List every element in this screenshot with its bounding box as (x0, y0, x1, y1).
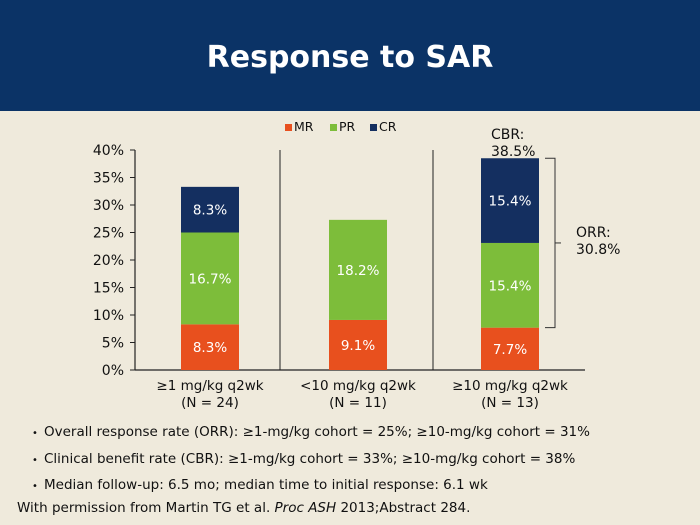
y-tick-label: 35% (93, 171, 124, 187)
cbr-annotation-value: 38.5% (491, 144, 535, 160)
orr-annotation: ORR: (576, 225, 611, 241)
data-label: 9.1% (341, 338, 375, 354)
legend-swatch-cr (370, 124, 377, 131)
data-label: 7.7% (493, 342, 527, 358)
bar-segment-mr (329, 319, 387, 370)
x-tick-label: ≥10 mg/kg q2wk (452, 378, 568, 394)
bullet-dot-icon: • (32, 481, 38, 492)
bar-segment-cr (181, 186, 239, 233)
legend-swatch-pr (330, 124, 337, 131)
y-tick-label: 20% (93, 253, 124, 269)
y-tick-label: 40% (93, 143, 124, 159)
data-label: 8.3% (193, 340, 227, 356)
y-tick-label: 5% (102, 336, 124, 352)
bar-segment-cr (481, 158, 539, 243)
x-tick-label: <10 mg/kg q2wk (300, 378, 416, 394)
title-bar: Response to SAR (0, 0, 700, 111)
y-tick-label: 15% (93, 281, 124, 297)
data-label: 16.7% (189, 271, 232, 287)
cbr-bracket (545, 157, 556, 329)
slide-title: Response to SAR (206, 40, 494, 75)
bar-segment-mr (481, 327, 539, 370)
stacked-bar-chart: 0% 5% 10% 15% 20% 25% 30% 35% 40% 8.3% 16.7% 8.3% ≥1… (93, 119, 621, 411)
x-tick-label-n: (N = 13) (481, 395, 539, 411)
data-label: 18.2% (337, 263, 380, 279)
bullet-cbr: • Clinical benefit rate (CBR): ≥1-mg/kg c… (32, 446, 590, 473)
legend-swatch-mr (285, 124, 292, 131)
citation-footnote: With permission from Martin TG et al. Pr… (17, 500, 471, 516)
data-label: 15.4% (489, 194, 532, 210)
bullet-dot-icon: • (32, 428, 38, 439)
bar-segment-pr (481, 242, 539, 328)
bullet-followup: • Median follow-up: 6.5 mo; median time t… (32, 472, 590, 499)
legend-label: MR (294, 119, 314, 134)
legend-label: CR (379, 119, 397, 134)
orr-annotation-value: 30.8% (576, 242, 620, 258)
bullet-list: • Overall response rate (ORR): ≥1-mg/kg c… (32, 419, 590, 499)
x-tick-label-n: (N = 11) (329, 395, 387, 411)
x-tick-label-n: (N = 24) (181, 395, 239, 411)
legend-label: PR (339, 119, 356, 134)
y-tick-label: 0% (102, 363, 124, 379)
bullet-dot-icon: • (32, 454, 38, 466)
bar-segment-mr (181, 324, 239, 370)
y-tick-label: 25% (93, 226, 124, 242)
bar-segment-pr (181, 232, 239, 325)
y-tick-label: 10% (93, 308, 124, 324)
bullet-orr: • Overall response rate (ORR): ≥1-mg/kg c… (32, 419, 590, 446)
bar-segment-pr (329, 219, 387, 320)
data-label: 15.4% (489, 278, 532, 294)
x-tick-label: ≥1 mg/kg q2wk (156, 378, 263, 394)
y-tick-label: 30% (93, 198, 124, 214)
data-label: 8.3% (193, 203, 227, 219)
cbr-annotation: CBR: (491, 127, 524, 143)
